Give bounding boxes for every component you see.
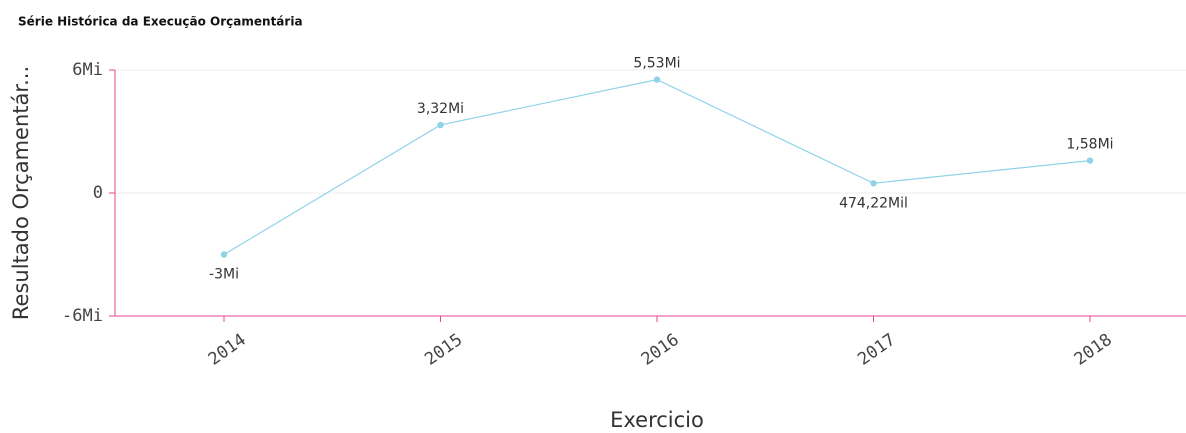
- data-label: 3,32Mi: [417, 101, 464, 117]
- x-tick-label: 2014: [205, 330, 250, 370]
- point: [437, 121, 444, 129]
- point: [220, 251, 228, 258]
- line: [223, 79, 1091, 256]
- data-label: -3Mi: [209, 267, 239, 283]
- y-tick-label: -6Mi: [62, 306, 103, 326]
- chart-title: Série Histórica da Execução Orçamentária: [18, 15, 303, 29]
- x-axis-title: Exercicio: [610, 408, 704, 432]
- x-tick-label: 2016: [638, 330, 683, 370]
- point: [653, 76, 661, 83]
- x-tick-label: 2015: [421, 330, 466, 370]
- point: [870, 180, 877, 187]
- data-label: 474,22Mil: [839, 195, 908, 211]
- data-label: 1,58Mi: [1066, 137, 1113, 153]
- y-tick-label: 6Mi: [72, 60, 103, 80]
- y-tick-label: 0: [93, 183, 103, 203]
- x-tick-label: 2018: [1071, 330, 1116, 370]
- x-tick-label: 2017: [854, 330, 899, 370]
- point: [1086, 157, 1094, 164]
- y-axis-title: Resultado Orçamentár...: [9, 66, 33, 320]
- data-label: 5,53Mi: [633, 56, 680, 72]
